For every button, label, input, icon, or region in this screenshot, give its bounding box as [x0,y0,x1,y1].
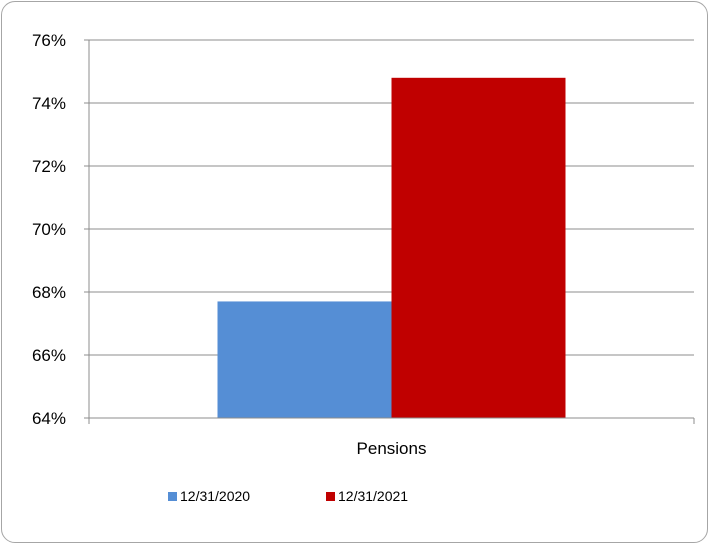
bars [217,77,566,419]
bar-12-31-2021 [391,77,566,419]
legend: 12/31/2020 12/31/2021 [168,488,408,504]
y-axis-ticks: 64% 66% 68% 70% 72% 74% 76% [32,31,89,428]
y-tick-label: 68% [32,283,66,302]
y-tick-label: 72% [32,157,66,176]
legend-label: 12/31/2020 [180,488,250,504]
x-category-label: Pensions [357,439,427,458]
y-tick-label: 74% [32,94,66,113]
y-tick-label: 64% [32,409,66,428]
y-tick-label: 66% [32,346,66,365]
legend-label: 12/31/2021 [338,488,408,504]
y-tick-label: 70% [32,220,66,239]
legend-swatch [168,492,177,501]
y-tick-label: 76% [32,31,66,50]
bar-12-31-2020 [217,301,392,418]
legend-swatch [326,492,335,501]
